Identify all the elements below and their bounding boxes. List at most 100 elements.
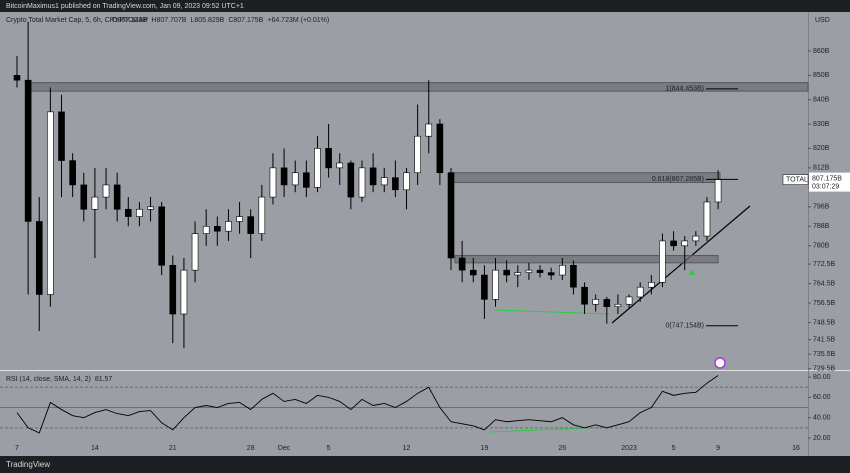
candle-body xyxy=(558,264,566,276)
candle-body xyxy=(458,257,466,271)
candle-body xyxy=(625,296,633,305)
trend-line xyxy=(611,205,751,324)
candle-body xyxy=(581,286,588,305)
rsi-tick-label: 20.00 xyxy=(813,435,831,442)
candle-body xyxy=(280,167,288,186)
y-tick-label: 729.5B xyxy=(813,366,836,373)
candle-body xyxy=(325,148,332,169)
candle-body xyxy=(225,221,232,232)
candle-body xyxy=(369,167,377,186)
ohlc-legend: O807.149B H807.707B L805.829B C807.175B +64.… xyxy=(112,17,329,24)
rsi-last: 81.57 xyxy=(95,376,113,383)
candle-body xyxy=(336,162,344,169)
candle-body xyxy=(258,196,266,234)
candle-body xyxy=(425,123,433,137)
candle-body xyxy=(35,221,43,295)
candle-body xyxy=(214,226,221,232)
candle-body xyxy=(158,206,165,266)
candle-body xyxy=(436,123,444,174)
y-tick-label: 812B xyxy=(813,165,830,172)
candle-body xyxy=(380,177,388,186)
candle-body xyxy=(47,111,54,295)
last-price: 807.175B xyxy=(812,175,842,182)
x-tick-label: 12 xyxy=(403,445,411,452)
y-tick-label: 735.5B xyxy=(813,351,836,358)
candle-body xyxy=(91,196,99,210)
fib-label: 0(747.154B) xyxy=(665,323,704,330)
ohlc-value: +64.723M (+0.01%) xyxy=(267,17,329,24)
x-tick-label: 21 xyxy=(169,445,177,452)
footer-logo: TradingView xyxy=(6,460,50,469)
y-tick-label: 796B xyxy=(813,204,830,211)
candle-body xyxy=(247,216,254,234)
rsi-tick-label: 80.00 xyxy=(813,374,831,381)
candle-body xyxy=(469,269,477,276)
candle-body xyxy=(347,162,355,198)
candle-body xyxy=(291,172,299,186)
symbol-tag-box xyxy=(782,174,809,185)
candle-body xyxy=(636,286,644,298)
published-note: BitcoinMaximus1 published on TradingView… xyxy=(6,3,244,10)
candle-body xyxy=(13,75,21,81)
y-tick-label: 820B xyxy=(813,145,830,152)
x-tick-label: 19 xyxy=(481,445,489,452)
time-axis xyxy=(0,440,808,456)
candle-body xyxy=(703,201,711,237)
y-tick-label: 830B xyxy=(813,121,830,128)
candle-body xyxy=(58,111,65,161)
candle-body xyxy=(648,282,655,288)
y-tick-label: 741.5B xyxy=(813,336,836,343)
candle-body xyxy=(481,274,488,300)
x-tick-label: Dec xyxy=(278,445,291,452)
candle-body xyxy=(392,177,399,191)
countdown: 03:07:29 xyxy=(812,183,839,190)
rsi-pane xyxy=(0,371,808,440)
candle-body xyxy=(547,272,555,276)
candle-body xyxy=(514,272,522,276)
candle-body xyxy=(269,167,277,198)
fib-label: 1(844.453B) xyxy=(665,86,704,93)
y-tick-label: 850B xyxy=(813,72,830,79)
candle-body xyxy=(236,216,243,222)
candle-body xyxy=(314,148,321,188)
candle-body xyxy=(414,135,421,174)
price-pane xyxy=(0,12,808,370)
ohlc-value: H807.707B xyxy=(151,17,186,24)
candle-body xyxy=(447,172,455,259)
candle-body xyxy=(69,160,76,186)
y-tick-label: 780B xyxy=(813,243,830,250)
support-line xyxy=(494,309,611,315)
candle-body xyxy=(180,269,188,315)
candle-body xyxy=(536,269,544,273)
x-tick-label: 5 xyxy=(327,445,331,452)
fib-label: 0.618(807.285B) xyxy=(652,176,704,183)
event-icon xyxy=(714,357,726,369)
y-tick-label: 772.5B xyxy=(813,261,836,268)
ohlc-value: O807.149B xyxy=(112,17,148,24)
candle-body xyxy=(169,264,177,315)
candle-body xyxy=(592,299,599,305)
price-axis xyxy=(808,12,850,456)
zone xyxy=(454,255,719,264)
x-tick-label: 16 xyxy=(792,445,800,452)
y-tick-label: 756.5B xyxy=(813,300,836,307)
y-tick-label: 748.5B xyxy=(813,319,836,326)
symbol-tag: TOTAL xyxy=(786,176,808,183)
candle-body xyxy=(503,269,510,276)
x-tick-label: 28 xyxy=(247,445,255,452)
y-tick-label: 788B xyxy=(813,223,830,230)
rsi-tick-label: 40.00 xyxy=(813,415,831,422)
ohlc-value: L805.829B xyxy=(190,17,224,24)
x-tick-label: 5 xyxy=(672,445,676,452)
candle-body xyxy=(603,299,611,307)
candle-body xyxy=(659,240,666,283)
last-price-box xyxy=(809,172,850,192)
candle-body xyxy=(191,233,199,271)
x-tick-label: 7 xyxy=(15,445,19,452)
signal-arrow xyxy=(689,269,695,275)
candle-body xyxy=(80,184,88,210)
x-tick-label: 2023 xyxy=(621,445,637,452)
candle-body xyxy=(670,240,677,247)
candle-body xyxy=(102,184,110,198)
candle-body xyxy=(492,269,499,300)
